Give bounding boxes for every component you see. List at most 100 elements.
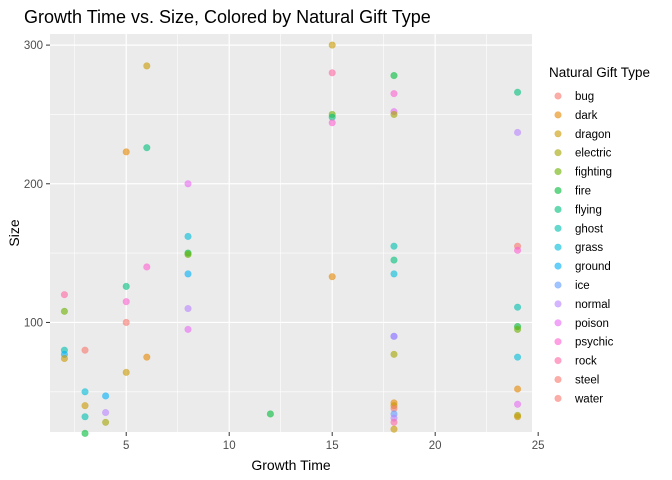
legend-label: rock <box>575 356 597 368</box>
data-point <box>81 388 89 396</box>
legend-label: grass <box>575 242 603 254</box>
data-point <box>60 307 69 315</box>
data-point <box>143 144 151 152</box>
x-axis-title: Growth Time <box>251 457 331 473</box>
data-point <box>328 273 336 281</box>
plot-panel <box>50 34 532 432</box>
data-point <box>143 353 151 361</box>
legend: Natural Gift Type bug dark dragon electric f… <box>549 65 650 405</box>
data-point <box>328 119 336 127</box>
data-point <box>143 62 151 70</box>
data-point <box>328 41 336 49</box>
legend-label: ghost <box>575 223 604 235</box>
data-point <box>184 270 192 278</box>
legend-key <box>554 224 562 232</box>
legend-key <box>554 111 562 119</box>
legend-label: flying <box>575 204 602 216</box>
legend-key <box>554 300 562 308</box>
legend-key <box>554 205 562 213</box>
data-point <box>184 232 192 241</box>
y-tick-label: 300 <box>24 40 43 52</box>
data-point <box>513 353 522 361</box>
data-point <box>81 346 89 354</box>
data-point <box>102 408 110 417</box>
major-gridlines <box>50 34 532 432</box>
y-tick-label: 100 <box>24 317 43 329</box>
data-point <box>184 304 192 313</box>
legend-label: ice <box>575 280 590 292</box>
legend-key <box>554 375 562 384</box>
legend-label: fighting <box>575 167 612 179</box>
data-point <box>513 88 522 96</box>
x-tick-label: 20 <box>429 440 442 452</box>
data-point <box>390 110 398 119</box>
legend-label: fire <box>575 186 591 198</box>
legend-label: ground <box>575 261 611 273</box>
x-tick-label: 10 <box>223 440 236 452</box>
data-point <box>122 282 130 290</box>
data-point <box>390 425 398 433</box>
data-point <box>390 256 398 264</box>
data-point <box>390 418 398 426</box>
data-point <box>390 72 398 80</box>
x-axis-ticks: 5 10 15 20 25 <box>123 432 545 452</box>
legend-title: Natural Gift Type <box>549 65 650 80</box>
data-point <box>122 298 130 306</box>
legend-label: dark <box>575 110 598 122</box>
legend-key <box>554 394 562 403</box>
y-axis-ticks: 100 200 300 <box>24 40 50 329</box>
data-point <box>390 90 398 98</box>
data-point <box>60 354 69 363</box>
data-point <box>102 392 110 400</box>
legend-label: psychic <box>575 337 614 349</box>
data-point <box>513 413 522 421</box>
minor-gridlines <box>50 34 532 432</box>
data-point <box>102 418 110 426</box>
data-point <box>122 318 130 327</box>
x-tick-label: 25 <box>532 440 545 452</box>
legend-key <box>554 130 562 138</box>
legend-label: dragon <box>575 129 611 141</box>
legend-key <box>554 319 562 327</box>
data-point <box>513 400 522 408</box>
legend-key <box>554 186 562 195</box>
data-points <box>60 41 522 437</box>
data-point <box>81 429 89 437</box>
data-point <box>122 368 130 376</box>
data-point <box>122 148 130 156</box>
chart-title: Growth Time vs. Size, Colored by Natural… <box>24 7 431 27</box>
data-point <box>143 263 151 271</box>
legend-label: electric <box>575 148 612 160</box>
data-point <box>390 242 398 250</box>
legend-key <box>554 168 562 176</box>
legend-key <box>554 357 562 365</box>
data-point <box>184 180 192 188</box>
legend-key <box>554 243 562 251</box>
legend-label: normal <box>575 299 610 311</box>
data-point <box>184 325 192 333</box>
legend-label: bug <box>575 91 594 103</box>
data-point <box>513 128 522 137</box>
legend-key <box>554 281 562 289</box>
data-point <box>513 385 522 393</box>
data-point <box>266 410 275 418</box>
legend-key <box>554 92 562 100</box>
x-tick-label: 15 <box>326 440 339 452</box>
y-axis-title: Size <box>6 219 22 246</box>
data-point <box>81 413 89 421</box>
legend-key <box>554 262 562 270</box>
legend-key <box>554 338 562 346</box>
y-tick-label: 200 <box>24 179 43 191</box>
x-tick-label: 5 <box>123 440 129 452</box>
data-point <box>328 69 336 77</box>
data-point <box>184 250 192 259</box>
data-point <box>513 303 522 311</box>
legend-label: poison <box>575 318 609 330</box>
data-point <box>513 325 522 333</box>
legend-label: steel <box>575 375 599 387</box>
legend-key <box>554 149 562 157</box>
data-point <box>81 402 89 410</box>
data-point <box>390 332 398 340</box>
data-point <box>513 246 522 254</box>
